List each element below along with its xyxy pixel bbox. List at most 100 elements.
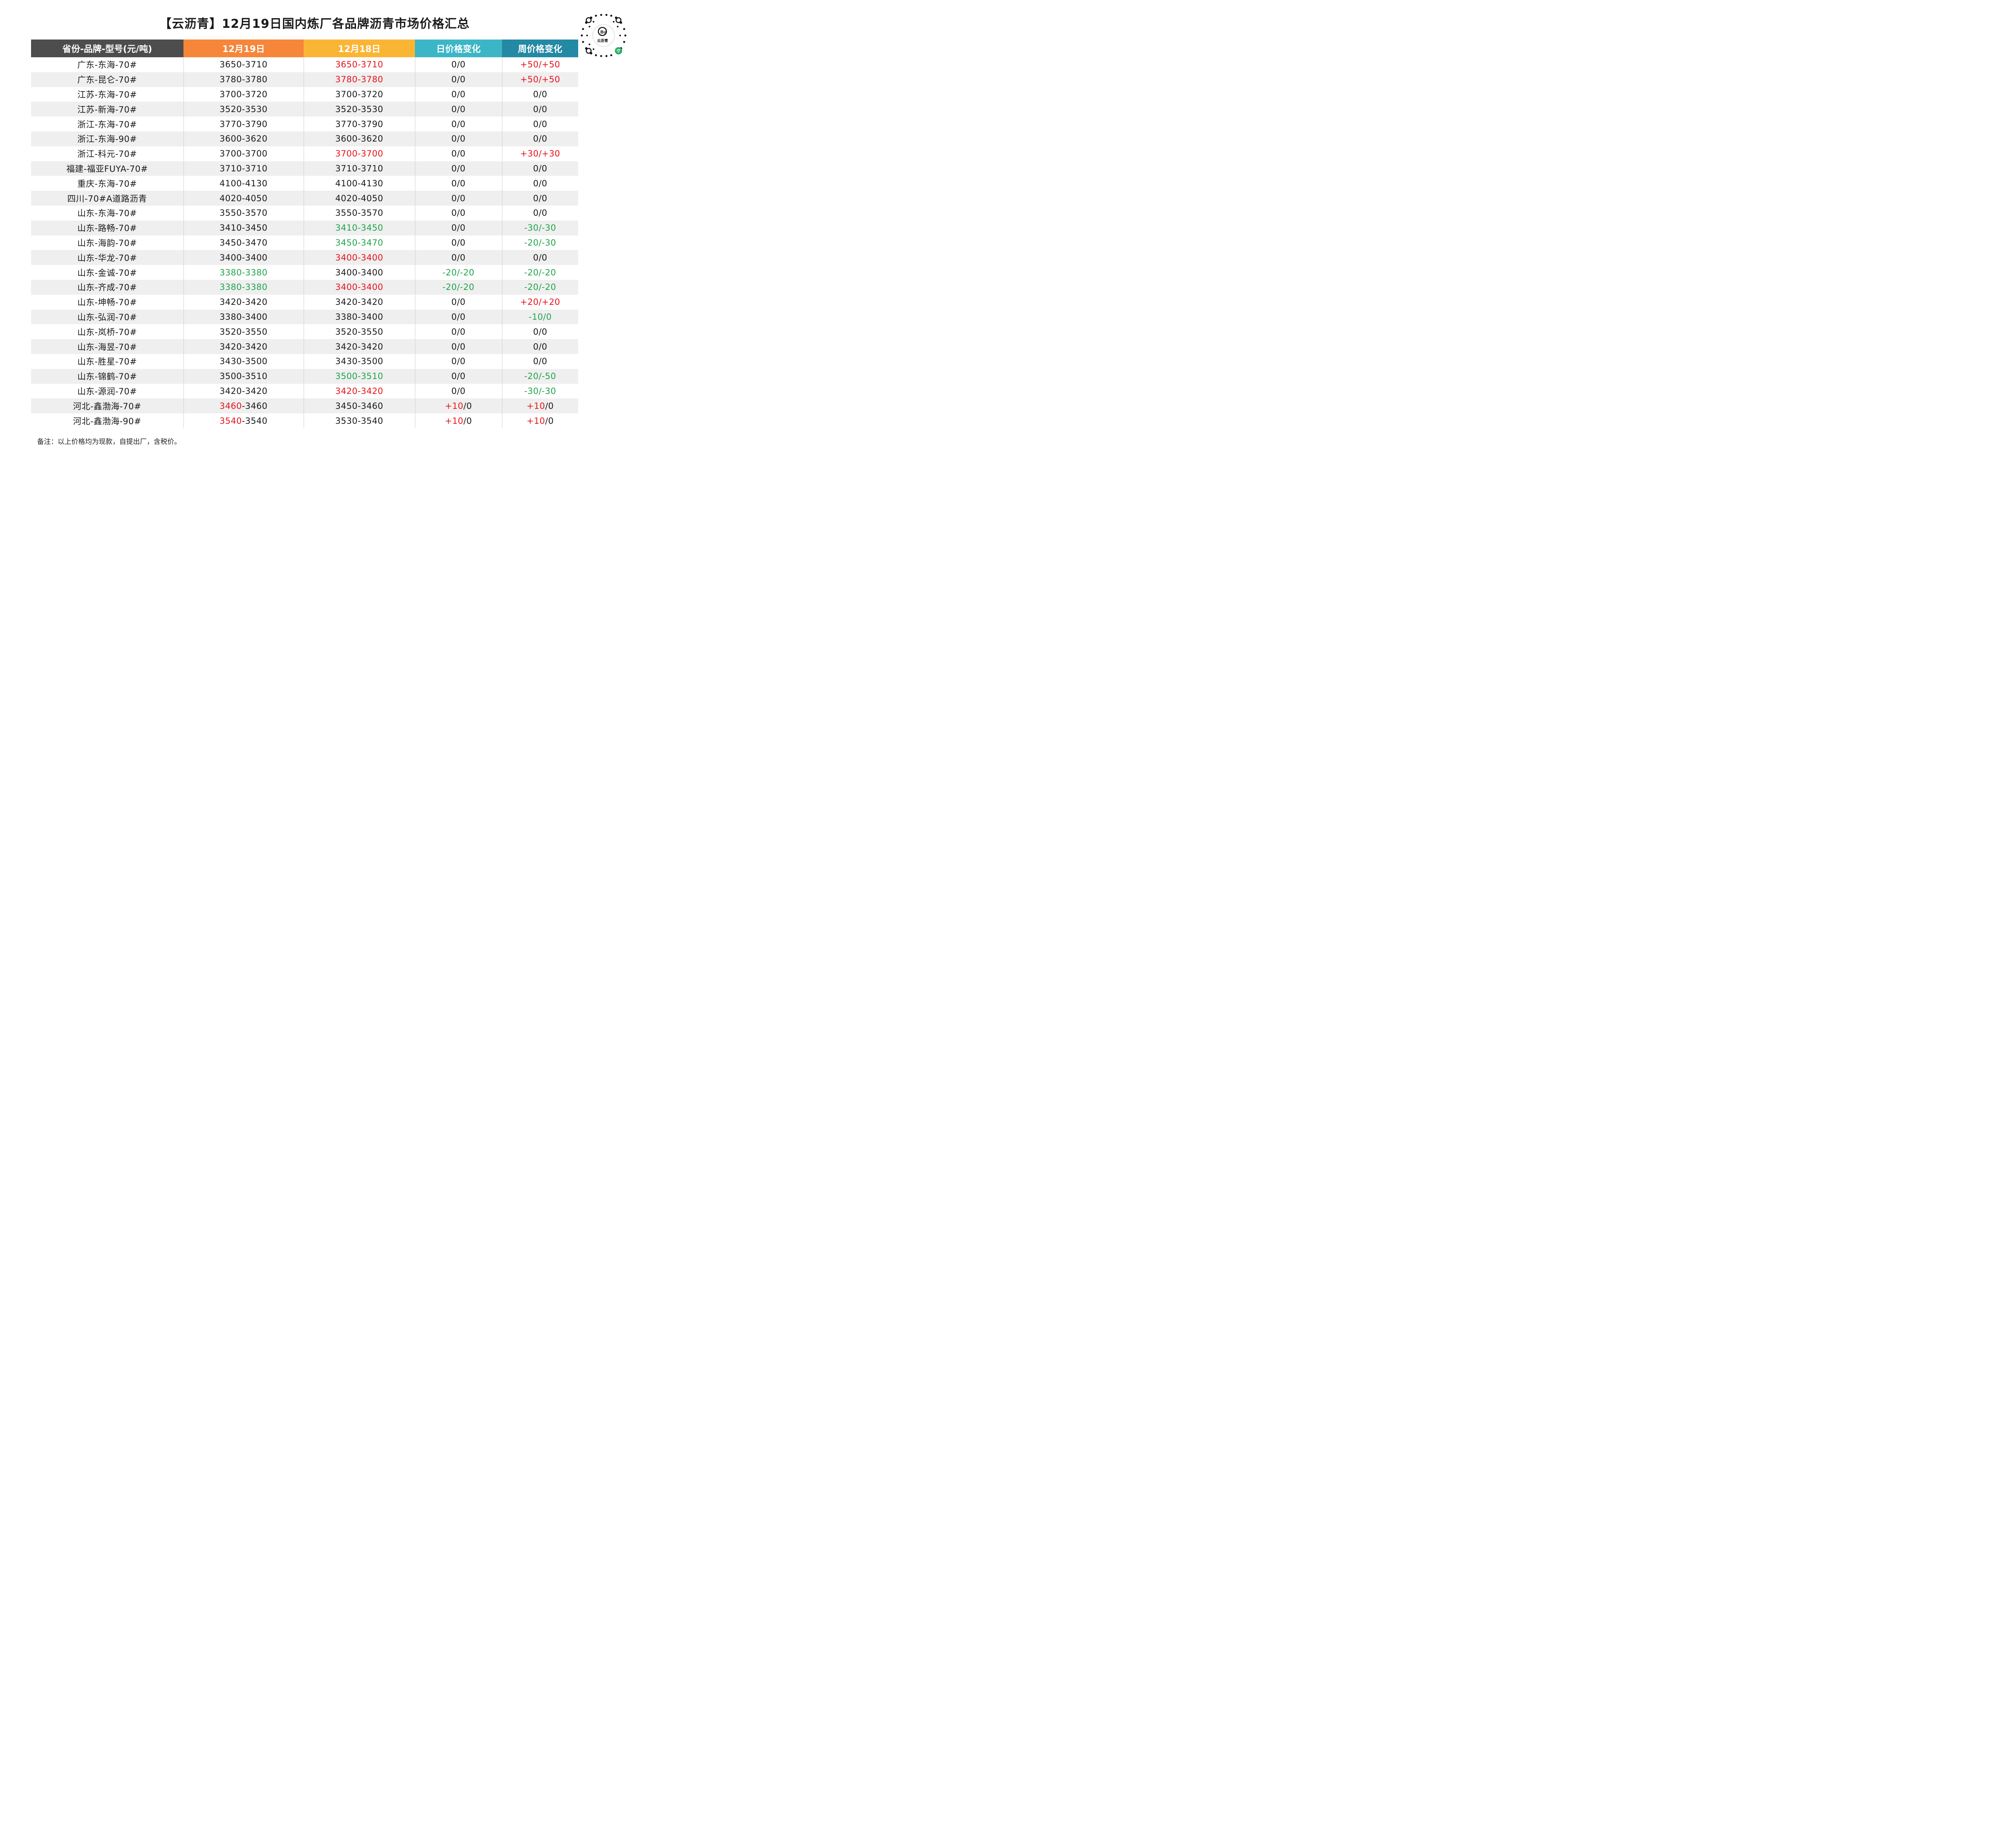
table-row: 河北-鑫渤海-70# 3460-3460 3450-3460 +10/0 +10/0 [31,398,578,414]
table-row: 山东-弘润-70# 3380-3400 3380-3400 0/0 -10/0 [31,309,578,325]
cell-weekly-change: 0/0 [502,131,578,146]
cell-weekly-change: 0/0 [502,250,578,265]
table-row: 山东-海韵-70# 3450-3470 3450-3470 0/0 -20/-30 [31,235,578,250]
cell-daily-change: 0/0 [414,354,502,369]
table-row: 山东-岚桥-70# 3520-3550 3520-3550 0/0 0/0 [31,324,578,340]
cell-name: 山东-齐成-70# [31,279,183,295]
cell-daily-change: 0/0 [414,250,502,265]
cell-name: 四川-70#A道路沥青 [31,191,183,206]
cell-daily-change: 0/0 [414,324,502,340]
cell-name: 浙江-东海-70# [77,119,137,129]
cell-weekly-change: -10/0 [502,309,578,325]
cell-daily-change: 0/0 [414,205,502,221]
cell-daily-change: 0/0 [414,72,502,87]
cell-dec19: 3500-3510 [183,369,304,384]
cell-weekly-change: +30/+30 [502,146,578,161]
header-daily-change: 日价格变化 [415,40,502,57]
table-row: 山东-源润-70# 3420-3420 3420-3420 0/0 -30/-30 [31,383,578,399]
cell-dec18: 3520-3530 [303,102,415,117]
cell-dec19: 3380-3380 [183,265,304,280]
cell-weekly-change: 0/0 [502,205,578,221]
cell-dec18: 3410-3450 [303,220,415,235]
table-row: 广东-东海-70# 3650-3710 3650-3710 0/0 +50/+50 [31,57,578,72]
cell-weekly-change: 0/0 [502,354,578,369]
cell-name: 河北-鑫渤海-90# [73,416,142,426]
footnote: 备注：以上价格均为现款，自提出厂，含税价。 [37,438,181,446]
cell-weekly-change: 0/0 [502,324,578,340]
cell-dec19: 4020-4050 [183,191,304,206]
price-table: 省份-品牌-型号(元/吨) 12月19日 12月18日 日价格变化 周价格变化 … [31,40,578,428]
logo-text: 云沥青 [597,38,608,43]
table-row: 江苏-新海-70# 3520-3530 3520-3530 0/0 0/0 [31,102,578,117]
table-row: 山东-齐成-70# 3380-3380 3400-3400 -20/-20 -20/-2… [31,279,578,295]
cell-name: 山东-胜星-70# [77,357,137,367]
cell-dec18: 4100-4130 [303,176,415,191]
cell-daily-change: 0/0 [414,235,502,250]
cell-name: 河北-鑫渤海-70# [31,398,183,414]
cell-name: 山东-坤畅-70# [77,298,137,308]
cell-name: 山东-锦鹤-70# [31,369,183,384]
cell-dec18: 3400-3400 [303,279,415,295]
cell-dec19: 3410-3450 [183,220,304,235]
cell-name: 广东-东海-70# [77,60,137,70]
cell-dec19: 3520-3550 [183,324,304,340]
header-dec19: 12月19日 [183,40,304,57]
cell-weekly-change: +20/+20 [502,294,578,310]
table-row: 山东-路畅-70# 3410-3450 3410-3450 0/0 -30/-30 [31,220,578,235]
cell-daily-change: 0/0 [414,57,502,72]
table-row: 山东-坤畅-70# 3420-3420 3420-3420 0/0 +20/+20 [31,294,578,310]
cell-weekly-change: -30/-30 [502,220,578,235]
cell-dec19: 3650-3710 [183,57,304,72]
cell-daily-change: 0/0 [414,161,502,176]
cell-name: 山东-源润-70# [77,386,137,396]
cell-name: 山东-岚桥-70# [77,327,137,337]
cell-dec19: 3420-3420 [183,294,304,310]
table-row: 江苏-东海-70# 3700-3720 3700-3720 0/0 0/0 [31,87,578,102]
cell-name: 浙江-东海-90# [31,131,183,146]
cell-daily-change: 0/0 [414,191,502,206]
cell-name: 江苏-东海-70# [77,90,137,100]
cell-dec19: 3400-3400 [183,250,304,265]
cell-weekly-change: 0/0 [502,339,578,354]
cell-dec18: 3650-3710 [303,57,415,72]
cell-name: 广东-昆仑-70# [31,72,183,87]
table-row: 浙江-科元-70# 3700-3700 3700-3700 0/0 +30/+30 [31,146,578,161]
cell-daily-change: 0/0 [414,117,502,131]
cell-weekly-change: -20/-20 [502,279,578,295]
cell-dec19: 3700-3720 [183,87,304,102]
cell-dec19: 3420-3420 [183,383,304,399]
cell-weekly-change: -20/-20 [502,265,578,280]
cell-dec19: 3550-3570 [183,205,304,221]
cell-daily-change: 0/0 [414,176,502,191]
cell-name: 山东-华龙-70# [31,250,183,265]
cell-daily-change: 0/0 [414,146,502,161]
cell-dec19: 3450-3470 [183,235,304,250]
cell-weekly-change: 0/0 [502,87,578,102]
cell-weekly-change: +50/+50 [502,57,578,72]
page-title: 【云沥青】12月19日国内炼厂各品牌沥青市场价格汇总 [159,17,470,31]
cell-dec18: 3400-3400 [303,265,415,280]
cell-daily-change: 0/0 [414,220,502,235]
cell-dec18: 3430-3500 [303,354,415,369]
cell-weekly-change: 0/0 [502,102,578,117]
svg-text:Bu: Bu [600,30,606,35]
cell-name: 山东-金诚-70# [77,268,137,278]
cell-dec19: 4100-4130 [183,176,304,191]
cell-dec18: 3420-3420 [303,339,415,354]
cell-dec18: 3780-3780 [303,72,415,87]
cell-weekly-change: -20/-50 [502,369,578,384]
cell-dec18: 4020-4050 [303,191,415,206]
cell-dec19: 3600-3620 [183,131,304,146]
cell-daily-change: 0/0 [414,102,502,117]
cell-dec19: 3460-3460 [183,398,304,414]
cell-name: 浙江-科元-70# [77,149,137,159]
table-row: 山东-东海-70# 3550-3570 3550-3570 0/0 0/0 [31,205,578,221]
cell-daily-change: 0/0 [414,383,502,399]
table-row: 河北-鑫渤海-90# 3540-3540 3530-3540 +10/0 +10/0 [31,413,578,428]
cell-weekly-change: -20/-30 [502,235,578,250]
header-weekly-change: 周价格变化 [502,40,578,57]
cell-daily-change: 0/0 [414,87,502,102]
table-header-row: 省份-品牌-型号(元/吨) 12月19日 12月18日 日价格变化 周价格变化 [31,40,578,57]
cell-name: 福建-福亚FUYA-70# [31,161,183,176]
cell-dec18: 3380-3400 [303,309,415,325]
